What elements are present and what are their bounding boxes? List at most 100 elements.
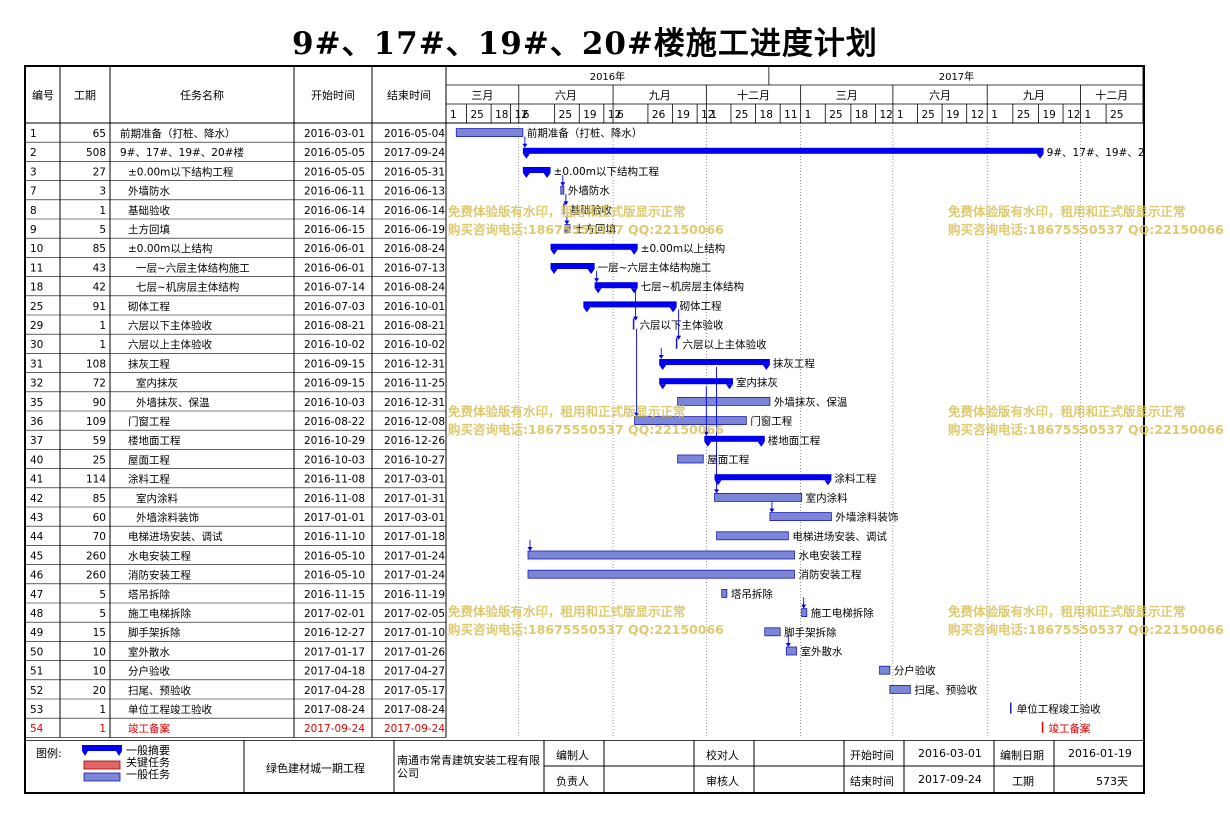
column-header: 编号: [32, 88, 54, 102]
bar-label: 消防安装工程: [799, 568, 862, 581]
tick-label: 1: [710, 109, 717, 121]
tick-label: 18: [760, 109, 773, 121]
watermark-line1: 免费体验版有水印，租用和正式版显示正常: [448, 604, 686, 619]
tick-label: 19: [1042, 109, 1055, 121]
cell-start: 2016-05-10: [304, 570, 365, 582]
cell-duration: 72: [93, 378, 106, 390]
summary-bar: [550, 263, 595, 269]
summary-bar: [522, 167, 551, 173]
dependency-arrow: [564, 220, 570, 225]
cell-id: 54: [30, 723, 44, 735]
cell-start: 2016-08-21: [304, 320, 365, 332]
cell-name: ±0.00m以下结构工程: [128, 165, 234, 178]
task-bar: [527, 550, 795, 560]
cell-start: 2017-04-18: [304, 666, 365, 678]
cell-duration: 109: [86, 416, 106, 428]
cell-name: 涂料工程: [128, 473, 170, 486]
cell-name: 消防安装工程: [128, 569, 191, 582]
bar-label: 楼地面工程: [768, 434, 821, 447]
cell-duration: 27: [93, 166, 106, 178]
task-bar: [801, 608, 808, 617]
task-bar: [721, 589, 728, 598]
cell-end: 2017-01-24: [384, 550, 445, 562]
quarter-label: 六月: [929, 89, 951, 102]
cell-start: 2016-11-15: [304, 589, 365, 601]
cell-name: 六层以上主体验收: [128, 338, 212, 351]
cell-start: 2016-07-14: [304, 282, 365, 294]
cell-id: 2: [30, 147, 37, 159]
bar-label: 脚手架拆除: [784, 626, 837, 639]
cell-duration: 60: [93, 512, 106, 524]
cell-end: 2016-12-08: [384, 416, 445, 428]
bar-label: 室内抹灰: [736, 376, 778, 389]
cell-end: 2016-12-26: [384, 435, 445, 447]
cell-name: 水电安装工程: [128, 549, 191, 562]
tick-label: 12: [1067, 109, 1080, 121]
tick-label: 12: [971, 109, 984, 121]
cell-duration: 1: [99, 320, 106, 332]
cell-duration: 10: [93, 646, 106, 658]
cell-name: 分户验收: [128, 665, 170, 678]
cell-duration: 260: [86, 550, 106, 562]
dependency-arrow: [633, 316, 639, 321]
footer-grid: [26, 740, 1143, 792]
cell-end: 2017-05-17: [384, 685, 445, 697]
cell-name: 砌体工程: [128, 301, 170, 313]
cell-start: 2016-10-29: [304, 435, 365, 447]
page-title: 9#、17#、19#、20#楼施工进度计划: [292, 26, 878, 62]
field-label-duration: 工期: [1012, 775, 1034, 788]
summary-bar-cap: [543, 173, 551, 178]
cell-duration: 59: [93, 435, 106, 447]
summary-bar-cap: [522, 173, 530, 178]
cell-name: 基础验收: [128, 204, 170, 217]
bar-label: 塔吊拆除: [731, 587, 773, 600]
cell-end: 2017-04-27: [384, 666, 445, 678]
dependency-arrow: [769, 508, 775, 513]
tick-label: 25: [559, 109, 572, 121]
cell-end: 2017-09-24: [384, 723, 445, 735]
bar-label: 扫尾、预验收: [914, 683, 977, 696]
cell-end: 2017-08-24: [384, 704, 445, 716]
task-bar: [716, 531, 789, 541]
cell-name: 单位工程竣工验收: [128, 703, 212, 716]
tick-label: 25: [829, 109, 842, 121]
cell-name: 抹灰工程: [128, 357, 170, 370]
cell-name: 外墙涂料装饰: [136, 511, 199, 524]
cell-id: 50: [30, 646, 43, 658]
field-value-duration: 573天: [1096, 775, 1128, 788]
field-label-reviewer: 审核人: [706, 775, 739, 788]
cell-id: 11: [30, 262, 43, 274]
cell-end: 2016-08-24: [384, 282, 445, 294]
task-bar: [677, 396, 771, 406]
dependency-arrow: [560, 182, 566, 187]
task-bar: [564, 224, 571, 234]
legend-summary-swatch: [82, 745, 122, 751]
cell-id: 45: [30, 550, 43, 562]
cell-name: 电梯进场安装、调试: [128, 530, 223, 543]
bar-label: 施工电梯拆除: [811, 607, 874, 620]
cell-end: 2016-06-19: [384, 224, 445, 236]
cell-name: 施工电梯拆除: [128, 607, 191, 620]
quarter-label: 十二月: [737, 88, 770, 102]
cell-duration: 5: [99, 589, 106, 601]
bar-label: 屋面工程: [707, 454, 749, 466]
cell-start: 2016-12-27: [304, 627, 365, 639]
cell-end: 2016-10-27: [384, 454, 445, 466]
cell-name: 9#、17#、19#、20#楼: [120, 146, 244, 159]
footer-panel: 图例: 一般摘要 关键任务 一般任务 绿色建材城一期工程 南通市常青建筑安装工程…: [26, 740, 1143, 792]
tick-label: 11: [784, 109, 797, 121]
cell-name: 土方回填: [128, 223, 170, 236]
legend-item-summary: 一般摘要: [126, 744, 170, 757]
summary-bar-cap: [550, 249, 558, 255]
cell-end: 2016-06-14: [384, 205, 445, 217]
bar-label: 水电安装工程: [799, 549, 862, 562]
dependency-arrow: [785, 643, 791, 647]
tick-label: 25: [735, 109, 748, 121]
cell-id: 32: [30, 378, 43, 390]
field-value-date: 2016-01-19: [1068, 747, 1132, 760]
dependency-arrow: [714, 489, 720, 494]
summary-bar-cap: [583, 307, 591, 313]
cell-start: 2016-06-11: [304, 186, 365, 198]
bar-label: 六层以上主体验收: [683, 338, 767, 351]
task-bar: [879, 665, 891, 675]
